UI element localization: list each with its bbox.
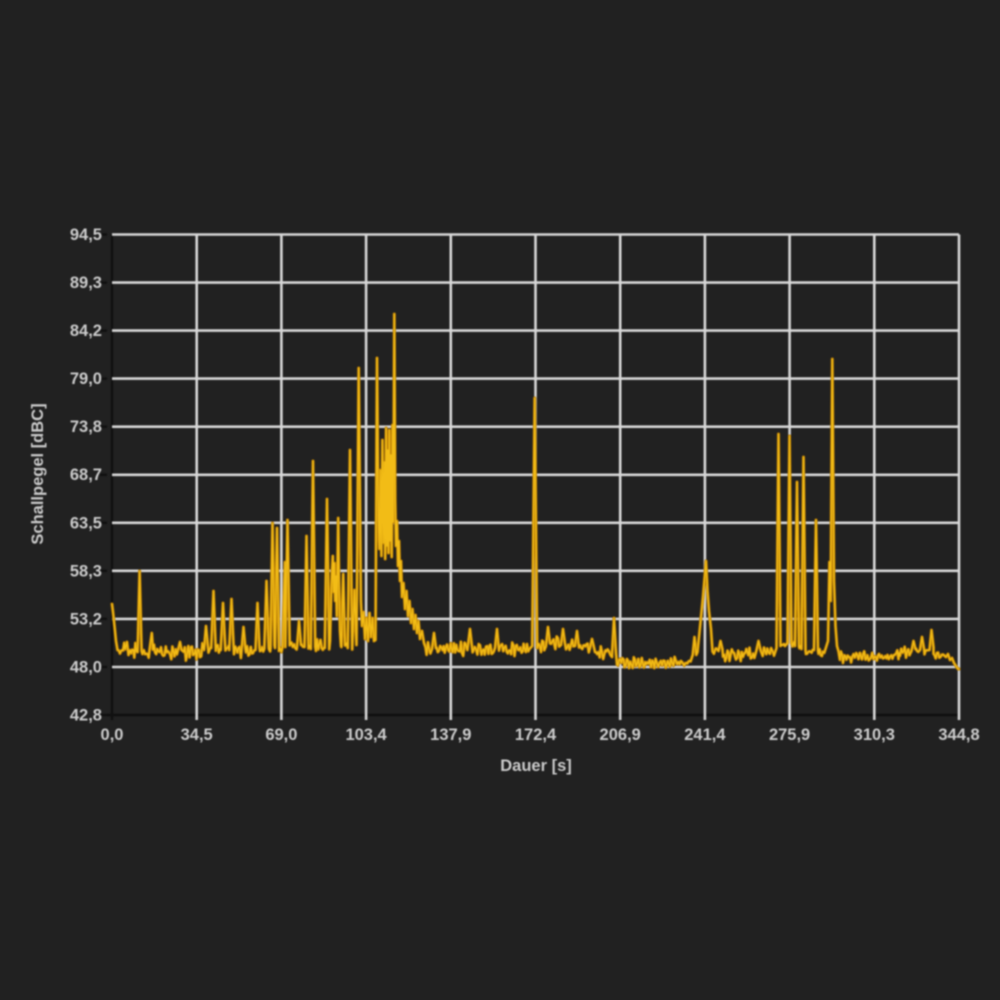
svg-text:310,3: 310,3 xyxy=(854,726,895,744)
svg-text:241,4: 241,4 xyxy=(684,726,726,744)
svg-text:68,7: 68,7 xyxy=(70,466,102,484)
svg-text:84,2: 84,2 xyxy=(70,322,102,340)
svg-text:69,0: 69,0 xyxy=(265,726,297,744)
svg-text:42,8: 42,8 xyxy=(70,707,102,725)
svg-text:172,4: 172,4 xyxy=(515,726,557,744)
svg-text:206,9: 206,9 xyxy=(600,726,641,744)
svg-text:79,0: 79,0 xyxy=(70,370,102,388)
svg-text:275,9: 275,9 xyxy=(769,726,810,744)
svg-text:89,3: 89,3 xyxy=(70,274,102,292)
svg-text:58,3: 58,3 xyxy=(70,562,102,580)
svg-text:73,8: 73,8 xyxy=(70,418,102,436)
svg-text:Schallpegel [dBC]: Schallpegel [dBC] xyxy=(29,403,47,544)
svg-text:103,4: 103,4 xyxy=(345,726,387,744)
svg-text:48,0: 48,0 xyxy=(70,659,102,677)
svg-text:63,5: 63,5 xyxy=(70,514,102,532)
svg-text:94,5: 94,5 xyxy=(70,226,102,244)
svg-text:137,9: 137,9 xyxy=(430,726,471,744)
svg-text:34,5: 34,5 xyxy=(181,726,213,744)
svg-text:0,0: 0,0 xyxy=(101,726,124,744)
svg-text:344,8: 344,8 xyxy=(938,726,979,744)
svg-text:53,2: 53,2 xyxy=(70,610,102,628)
svg-text:Dauer [s]: Dauer [s] xyxy=(500,757,572,775)
